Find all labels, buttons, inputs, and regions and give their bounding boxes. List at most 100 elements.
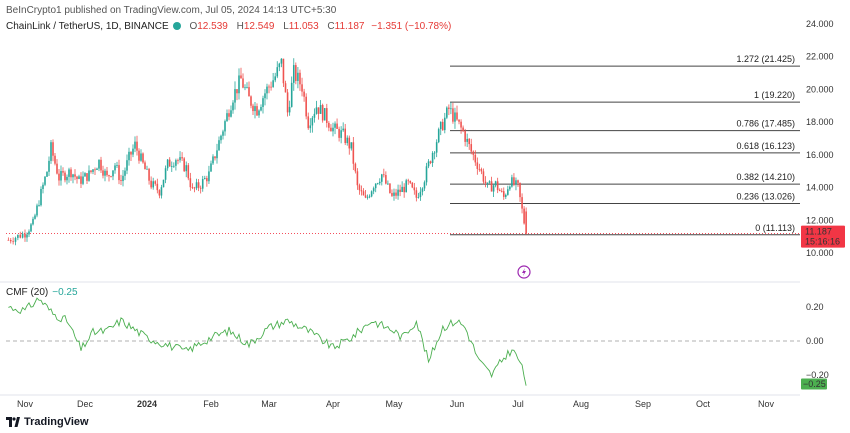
- candle-body: [195, 182, 198, 189]
- candle-body: [454, 112, 456, 122]
- fib-level-label: 0.786 (17.485): [736, 119, 795, 129]
- candle-body: [385, 175, 387, 184]
- candle-body: [160, 187, 163, 196]
- candle-body: [439, 121, 442, 130]
- candle-body: [30, 224, 32, 232]
- candle-body: [305, 96, 307, 117]
- symbol-name: ChainLink / TetherUS, 1D, BINANCE: [6, 21, 169, 32]
- candle-body: [376, 183, 379, 185]
- candle-body: [276, 67, 279, 77]
- candle-body: [415, 190, 418, 198]
- candle-body: [206, 178, 208, 182]
- candle-body: [356, 171, 359, 186]
- candle-body: [344, 128, 346, 144]
- candle-body: [268, 86, 270, 88]
- candle-body: [464, 130, 466, 142]
- candle-body: [383, 174, 385, 176]
- candle-body: [448, 107, 450, 109]
- candle-body: [34, 215, 36, 219]
- candle-body: [505, 194, 507, 197]
- candle-body: [96, 168, 98, 171]
- candle-body: [509, 186, 511, 190]
- candle-body: [114, 165, 116, 171]
- candle-body: [317, 107, 320, 114]
- open-label: O: [189, 21, 198, 32]
- tradingview-logo-icon: [6, 417, 20, 427]
- candle-body: [511, 177, 513, 187]
- candle-body: [417, 197, 420, 198]
- candle-body: [480, 169, 483, 172]
- candle-body: [525, 211, 527, 234]
- candle-body: [98, 159, 100, 169]
- candle-body: [220, 135, 222, 141]
- tradingview-footer[interactable]: TradingView: [6, 416, 89, 428]
- candle-body: [80, 176, 82, 184]
- candle-body: [472, 151, 475, 155]
- footer-brand: TradingView: [24, 416, 89, 428]
- candle-body: [336, 123, 338, 129]
- candle-body: [254, 106, 256, 112]
- high-value: 12.549: [243, 21, 275, 32]
- time-tick-label: 2024: [137, 399, 157, 409]
- candle-body: [26, 234, 28, 238]
- candle-body: [148, 168, 150, 181]
- candle-body: [409, 180, 412, 183]
- price-tick-label: 18.000: [806, 117, 834, 127]
- candle-body: [54, 155, 56, 164]
- candle-body: [122, 175, 124, 182]
- candle-body: [66, 176, 68, 181]
- candle-body: [94, 169, 96, 171]
- candle-body: [218, 140, 220, 151]
- candle-body: [191, 187, 194, 188]
- candle-body: [134, 141, 136, 149]
- close-value: 11.187: [334, 21, 365, 32]
- candle-body: [498, 189, 501, 191]
- candle-body: [354, 163, 357, 172]
- candle-body: [242, 78, 244, 88]
- candle-body: [500, 190, 503, 192]
- fib-level-label: 0.382 (14.210): [736, 172, 795, 182]
- market-open-icon: [172, 22, 181, 31]
- candle-body: [36, 205, 38, 216]
- cmf-value: −0.25: [52, 287, 78, 298]
- time-tick-label: Sep: [635, 399, 651, 409]
- candle-body: [419, 191, 422, 198]
- candle-body: [201, 178, 204, 189]
- candle-body: [266, 86, 268, 94]
- time-tick-label: Oct: [696, 399, 711, 409]
- candle-body: [484, 181, 487, 184]
- candle-body: [126, 160, 128, 171]
- candle-body: [260, 106, 262, 111]
- candle-body: [170, 166, 173, 167]
- candle-body: [210, 163, 212, 172]
- candle-body: [256, 106, 258, 116]
- candle-body: [204, 178, 206, 179]
- candle-body: [232, 102, 234, 111]
- time-tick-label: Jun: [450, 399, 465, 409]
- candle-body: [24, 233, 26, 238]
- candle-body: [421, 188, 424, 192]
- candle-body: [284, 83, 287, 93]
- candle-body: [185, 165, 188, 172]
- candle-body: [476, 162, 479, 169]
- candle-body: [142, 153, 144, 163]
- candle-body: [68, 169, 70, 177]
- candle-body: [389, 183, 391, 193]
- candle-body: [286, 92, 289, 113]
- candle-body: [199, 187, 202, 189]
- candle-body: [303, 91, 305, 97]
- candle-body: [50, 142, 52, 161]
- candle-body: [32, 218, 34, 225]
- candle-body: [470, 144, 473, 152]
- candle-body: [12, 241, 14, 243]
- candle-body: [189, 178, 192, 188]
- candle-body: [270, 86, 272, 88]
- candle-body: [444, 117, 446, 131]
- candle-body: [28, 231, 30, 235]
- candle-body: [120, 180, 122, 182]
- candle-body: [521, 197, 523, 209]
- candle-body: [102, 170, 104, 176]
- candle-body: [517, 180, 519, 183]
- candle-body: [179, 157, 181, 161]
